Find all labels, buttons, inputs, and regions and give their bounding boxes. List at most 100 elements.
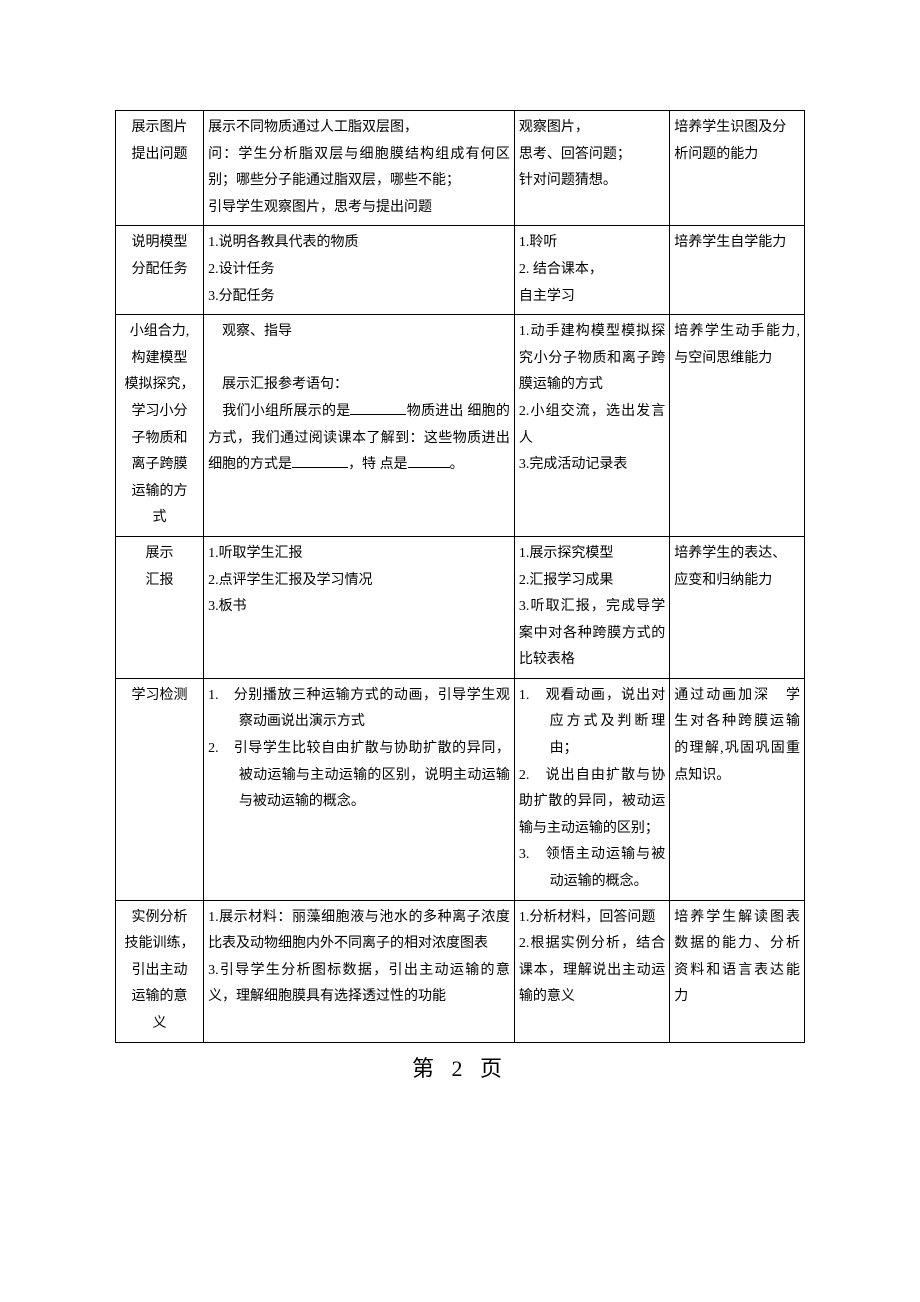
text: 1.展示探究模型 [519,546,614,561]
text: 1.说明各教具代表的物质 [208,235,359,250]
text: 模拟探究， [125,377,195,392]
text: 点是 [380,457,408,472]
text: 3.板书 [208,599,247,614]
cell-student: 1.动手建构模型模拟探究小分子物质和离子跨膜运输的方式 2.小组交流，选出发言人… [514,315,669,537]
text: 1.展示材料：丽藻细胞液与池水的多种离子浓度比表及动物细胞内外不同离子的相对浓度… [208,910,510,952]
cell-stage: 实例分析 技能训练， 引出主动 运输的意 义 [116,900,204,1042]
text: 1.动手建构模型模拟探究小分子物质和离子跨膜运输的方式 [519,324,665,392]
cell-intent: 培养学生解读图表数据的能力、分析资料和语言表达能力 [670,900,805,1042]
text: 自主学习 [519,289,575,304]
text: 3.听取汇报，完成导学案中对各种跨膜方式的比较表格 [519,599,665,667]
text: 思考、回答问题； [519,147,631,162]
cell-student: 1.聆听 2. 结合课本， 自主学习 [514,226,669,315]
text: 义 [153,1016,167,1031]
text: 3.完成活动记录表 [519,457,628,472]
text: 通过动画加深 学生对各种跨膜运输的理解,巩固巩固重点知识。 [674,688,800,783]
page-footer: 第 2 页 [115,1043,805,1083]
cell-intent: 培养学生识图及分析问题的能力 [670,111,805,226]
cell-student: 1.分析材料，回答问题 2.根据实例分析，结合课本，理解说出主动运输的意义 [514,900,669,1042]
text: 1.听取学生汇报 [208,546,303,561]
text: 领悟主动运输与被动运输的概念。 [546,847,666,889]
text: 运输的意 [132,989,188,1004]
text: 引导学生观察图片，思考与提出问题 [208,200,432,215]
text: 学习小分 [132,404,188,419]
text: 3.分配任务 [208,289,275,304]
num: 1. [519,688,530,703]
cell-intent: 培养学生自学能力 [670,226,805,315]
cell-teacher: 展示不同物质通过人工脂双层图， 问：学生分析脂双层与细胞膜结构组成有何区别；哪些… [204,111,515,226]
text: 培养学生动手能力,与空间思维能力 [674,324,800,366]
num: 3. [519,847,530,862]
text: 分别播放三种运输方式的动画，引导学生观察动画说出演示方式 [234,688,510,730]
cell-student: 1.展示探究模型 2.汇报学习成果 3.听取汇报，完成导学案中对各种跨膜方式的比… [514,536,669,678]
text: 提出问题 [132,147,188,162]
text: 汇报 [146,573,174,588]
text: 。 [450,457,464,472]
text: 构建模型 [132,351,188,366]
text: 运输的方 [132,484,188,499]
cell-teacher: 观察、指导 展示汇报参考语句： 我们小组所展示的是物质进出 细胞的方式，我们通过… [204,315,515,537]
cell-teacher: 1. 分别播放三种运输方式的动画，引导学生观察动画说出演示方式 2. 引导学生比… [204,678,515,900]
text: 培养学生自学能力 [674,235,786,250]
text: 分配任务 [132,262,188,277]
num: 1. [208,688,219,703]
cell-stage: 说明模型 分配任务 [116,226,204,315]
list-item: 1. 分别播放三种运输方式的动画，引导学生观察动画说出演示方式 [208,683,510,736]
text: 培养学生解读图表数据的能力、分析资料和语言表达能力 [674,910,800,1005]
cell-stage: 展示图片 提出问题 [116,111,204,226]
table-row: 小组合力, 构建模型 模拟探究， 学习小分 子物质和 离子跨膜 运输的方 式 观… [116,315,805,537]
text: 展示 [146,546,174,561]
num: 2. [519,768,530,783]
cell-intent: 通过动画加深 学生对各种跨膜运输的理解,巩固巩固重点知识。 [670,678,805,900]
fill-blank [350,414,406,415]
text: 2.点评学生汇报及学习情况 [208,573,373,588]
text: 引出主动 [132,963,188,978]
table-row: 学习检测 1. 分别播放三种运输方式的动画，引导学生观察动画说出演示方式 2. … [116,678,805,900]
text: 展示不同物质通过人工脂双层图， [208,120,418,135]
text: 式 [153,510,167,525]
text: 2.汇报学习成果 [519,573,614,588]
fill-blank [408,467,450,468]
text: 引导学生比较自由扩散与协助扩散的异同，被动运输与主动运输的区别，说明主动运输与被… [234,741,510,809]
cell-intent: 培养学生动手能力,与空间思维能力 [670,315,805,537]
text: 说明模型 [132,235,188,250]
text: 展示图片 [132,120,188,135]
text: 1.分析材料，回答问题 [519,910,656,925]
list-item: 2. 引导学生比较自由扩散与协助扩散的异同，被动运输与主动运输的区别，说明主动运… [208,736,510,816]
list-item: 2. 说出自由扩散与协助扩散的异同，被动运输与主动运输的区别； [519,768,665,836]
text: 2.小组交流，选出发言人 [519,404,665,446]
text: 子物质和 [132,431,188,446]
text: 学习检测 [132,688,188,703]
cell-stage: 学习检测 [116,678,204,900]
page-number: 第 2 页 [412,1056,508,1081]
text: 观看动画，说出对应方式及判断理由； [546,688,666,756]
table-row: 实例分析 技能训练， 引出主动 运输的意 义 1.展示材料：丽藻细胞液与池水的多… [116,900,805,1042]
text: 3.引导学生分析图标数据，引出主动运输的意义，理解细胞膜具有选择透过性的功能 [208,963,510,1005]
text: 观察图片， [519,120,589,135]
text: 2.根据实例分析，结合课本，理解说出主动运输的意义 [519,936,665,1004]
text: 我们小组所展示的是 [208,404,350,419]
text: 说出自由扩散与协助扩散的异同，被动运输与主动运输的区别； [519,768,665,836]
text: 培养学生识图及分析问题的能力 [674,120,786,162]
cell-stage: 小组合力, 构建模型 模拟探究， 学习小分 子物质和 离子跨膜 运输的方 式 [116,315,204,537]
text: 技能训练， [125,936,195,951]
cell-teacher: 1.展示材料：丽藻细胞液与池水的多种离子浓度比表及动物细胞内外不同离子的相对浓度… [204,900,515,1042]
text: 实例分析 [132,910,188,925]
text: ，特 [348,457,376,472]
table-row: 展示 汇报 1.听取学生汇报 2.点评学生汇报及学习情况 3.板书 1.展示探究… [116,536,805,678]
cell-student: 观察图片， 思考、回答问题； 针对问题猜想。 [514,111,669,226]
cell-teacher: 1.听取学生汇报 2.点评学生汇报及学习情况 3.板书 [204,536,515,678]
table-row: 展示图片 提出问题 展示不同物质通过人工脂双层图， 问：学生分析脂双层与细胞膜结… [116,111,805,226]
text: 针对问题猜想。 [519,173,617,188]
text: 1.聆听 [519,235,558,250]
cell-teacher: 1.说明各教具代表的物质 2.设计任务 3.分配任务 [204,226,515,315]
cell-intent: 培养学生的表达、应变和归纳能力 [670,536,805,678]
text: 2.设计任务 [208,262,275,277]
text: 问：学生分析脂双层与细胞膜结构组成有何区别；哪些分子能通过脂双层，哪些不能； [208,147,510,189]
text: 小组合力, [130,324,190,339]
cell-stage: 展示 汇报 [116,536,204,678]
fill-blank [292,467,348,468]
text: 离子跨膜 [132,457,188,472]
text: 2. 结合课本， [519,262,603,277]
list-item: 1. 观看动画，说出对应方式及判断理由； [519,683,665,763]
